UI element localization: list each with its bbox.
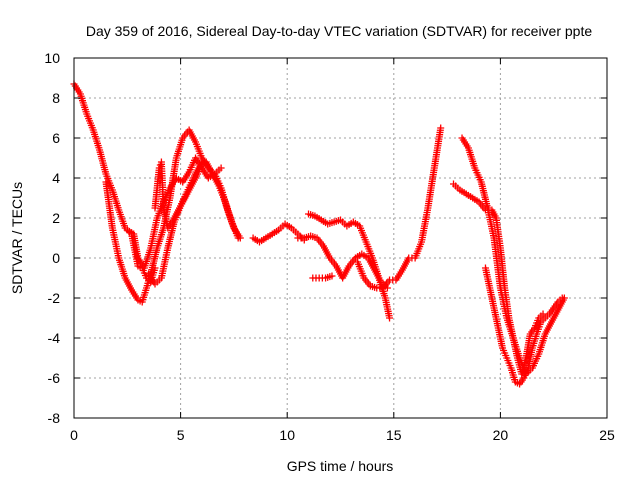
- y-tick-label: 10: [44, 50, 60, 66]
- tick-layer: 0 5 10 15 20 25 -8 -6 -4 -2 0 2 4 6 8 10: [44, 50, 615, 443]
- y-tick-label: -4: [48, 330, 61, 346]
- y-tick-label: 6: [52, 130, 60, 146]
- series-7: [294, 232, 391, 292]
- y-tick-label: 4: [52, 170, 60, 186]
- x-tick-label: 20: [493, 427, 509, 443]
- y-tick-label: -2: [48, 290, 61, 306]
- y-tick-label: 8: [52, 90, 60, 106]
- plot-frame: [73, 57, 608, 419]
- series-5: [249, 220, 308, 246]
- data-point: [437, 124, 445, 132]
- x-tick-label: 25: [599, 427, 615, 443]
- series-12: [449, 180, 547, 378]
- x-tick-label: 0: [70, 427, 78, 443]
- series-11: [481, 264, 566, 388]
- y-tick-label: 2: [52, 210, 60, 226]
- y-tick-label: -8: [48, 410, 61, 426]
- x-axis-label: GPS time / hours: [287, 458, 394, 474]
- series-8: [309, 272, 336, 282]
- data-point: [386, 314, 394, 322]
- y-axis-label: SDTVAR / TECUs: [9, 182, 25, 294]
- x-tick-label: 15: [386, 427, 402, 443]
- y-tick-label: -6: [48, 370, 61, 386]
- y-tick-label: 0: [52, 250, 60, 266]
- data-point: [539, 310, 547, 318]
- data-point: [234, 234, 242, 242]
- series-9: [354, 124, 445, 292]
- series-4: [145, 158, 242, 288]
- x-tick-label: 5: [177, 427, 185, 443]
- x-tick-label: 10: [279, 427, 295, 443]
- chart-title: Day 359 of 2016, Sidereal Day-to-day VTE…: [86, 23, 593, 39]
- series-layer: [70, 80, 568, 388]
- data-point: [217, 164, 225, 172]
- series-6: [305, 210, 394, 322]
- data-point: [328, 272, 336, 280]
- data-point: [156, 161, 164, 169]
- data-point: [558, 294, 566, 302]
